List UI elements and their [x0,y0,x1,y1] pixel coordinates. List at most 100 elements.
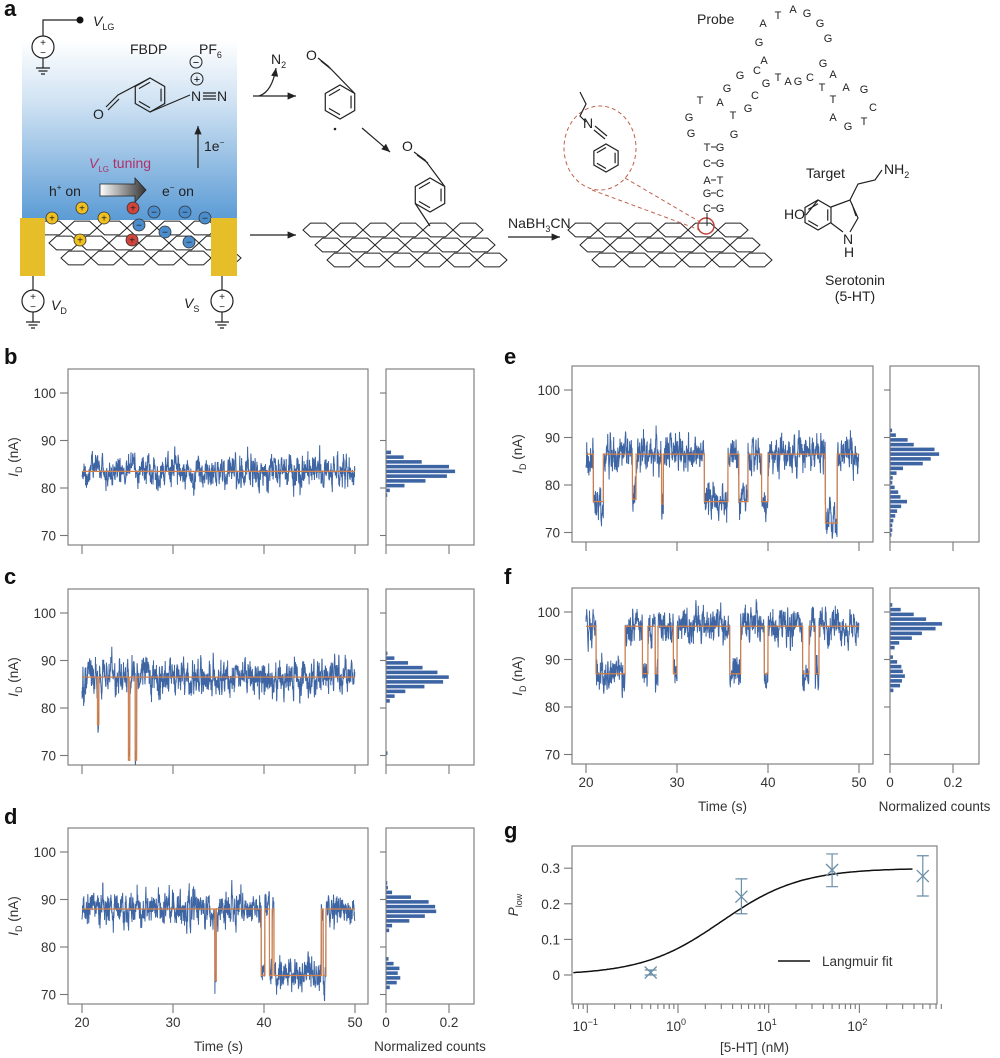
graphene-hexagon [126,220,158,236]
double-bond [596,162,607,170]
hole-icon [125,233,139,247]
y-axis-label: Plow [506,893,524,916]
histogram-bar [386,680,444,684]
panel-f-trace-plot: 70 80 90 100 20 30 40 50 Time (s) ID (nA) 0 0.2 Norm… [510,587,991,814]
hole-sign: + [101,214,107,225]
graphene-hexagon [156,220,188,236]
histogram-bar [890,461,923,466]
electron-icon [147,205,161,219]
y-tick-label: 0 [552,968,560,983]
histogram-bar [386,684,425,689]
histogram-bar [890,447,935,452]
histogram-bar [890,438,908,442]
electron-icon [132,218,146,232]
histogram-bar [890,664,902,669]
source-electrode [211,218,237,276]
plot-frame [67,827,369,1005]
graphene-hexagon [404,237,436,253]
nucleotide-letter: T [861,116,868,128]
electron-on-label: e− on [162,183,194,199]
idealized-fit-line [82,908,355,981]
histogram-bar [386,976,401,980]
nucleotide-letter: G [723,83,732,95]
aldehyde-bond [317,57,356,94]
histogram-bar [386,488,390,493]
double-bond [418,200,431,209]
histogram-bar [386,900,429,904]
graphene-hexagon [591,252,623,268]
graphene-hexagon [386,252,418,268]
histogram-bar [386,661,409,665]
histogram-frame [385,368,475,546]
hole-icon [45,211,59,225]
svg-text:+: + [219,292,225,303]
histogram-bar [890,528,893,532]
aryl-radical-molecule [317,57,356,120]
panel-label-e: e [504,344,516,369]
alkyl-chain [579,91,587,123]
histogram-bar [890,476,893,480]
histogram-bar [890,523,893,528]
histogram-bar [386,895,411,899]
svg-text:−: − [30,302,36,313]
y-axis-label: ID (nA) [510,434,528,474]
y-axis-label: ID (nA) [6,657,24,697]
x-axis-label: Time (s) [698,799,747,814]
nucleotide-letter: A [703,175,711,187]
current-trace-line [585,599,860,698]
graphene-hexagon [314,237,346,253]
histogram-bar [386,961,394,966]
histogram-bar [890,626,936,631]
y-tick-label: 100 [33,386,56,401]
y-tick-label: 100 [537,383,560,398]
y-tick-label: 90 [545,653,560,668]
y-tick-label: 100 [33,845,56,860]
source-voltage-source-icon: + − [210,276,234,329]
data-point-marker [644,966,658,979]
hole-sign: + [129,236,135,247]
panel-g-dose-response: 00.10.20.310−1 100 101 102[5-HT] (nM)PlowLa… [506,845,942,1055]
y-axis-symbol: I [6,473,21,477]
x-tick-label: 30 [165,1015,180,1030]
graphene-hexagon [416,252,448,268]
electron-sign: − [186,238,192,249]
histogram-bar [386,751,388,755]
graphene-hexagon [392,222,424,238]
hist-x-tick-label: 0 [382,1015,390,1030]
histogram-bar [386,450,392,455]
histogram-bar [890,509,898,513]
v-s-label: VS [184,295,199,314]
data-point-marker [734,890,748,904]
nucleotide-letter: G [736,70,745,82]
x-tick-label: 10−1 [573,1017,598,1034]
tick-base: 10 [666,1019,681,1034]
graphene-hexagon [657,222,689,238]
pf6-label: PF6 [199,41,222,60]
hole-sign: + [77,236,83,247]
graphene-hexagon [627,222,659,238]
imine-nitrogen: N [583,115,593,131]
y-axis-symbol: P [506,907,521,916]
graphene-hexagon [741,252,773,268]
graphene-hexagon [96,220,128,236]
histogram-bar [890,617,927,621]
histogram-bar [890,466,904,471]
graphene-hexagon [332,222,364,238]
graphene-hexagon [711,252,743,268]
nucleotide-letter: G [794,76,803,88]
graphene-hexagon [567,222,599,238]
histogram-bar [890,655,893,659]
hydroxyl-label: HO [784,206,805,222]
electron-icon [178,205,192,219]
amine-label: NH2 [884,161,909,180]
hole-sign: + [79,204,85,215]
graphene-hexagon [651,252,683,268]
nucleotide-letter: G [730,129,739,141]
y-tick-label: 90 [545,431,560,446]
histogram-bar [890,433,896,437]
y-tick-label: 80 [41,701,56,716]
y-tick-label: 0.1 [541,932,560,947]
graphene-hexagon [699,237,731,253]
v-d-label: VD [51,297,67,316]
y-axis-unit: (nA) [6,896,21,925]
